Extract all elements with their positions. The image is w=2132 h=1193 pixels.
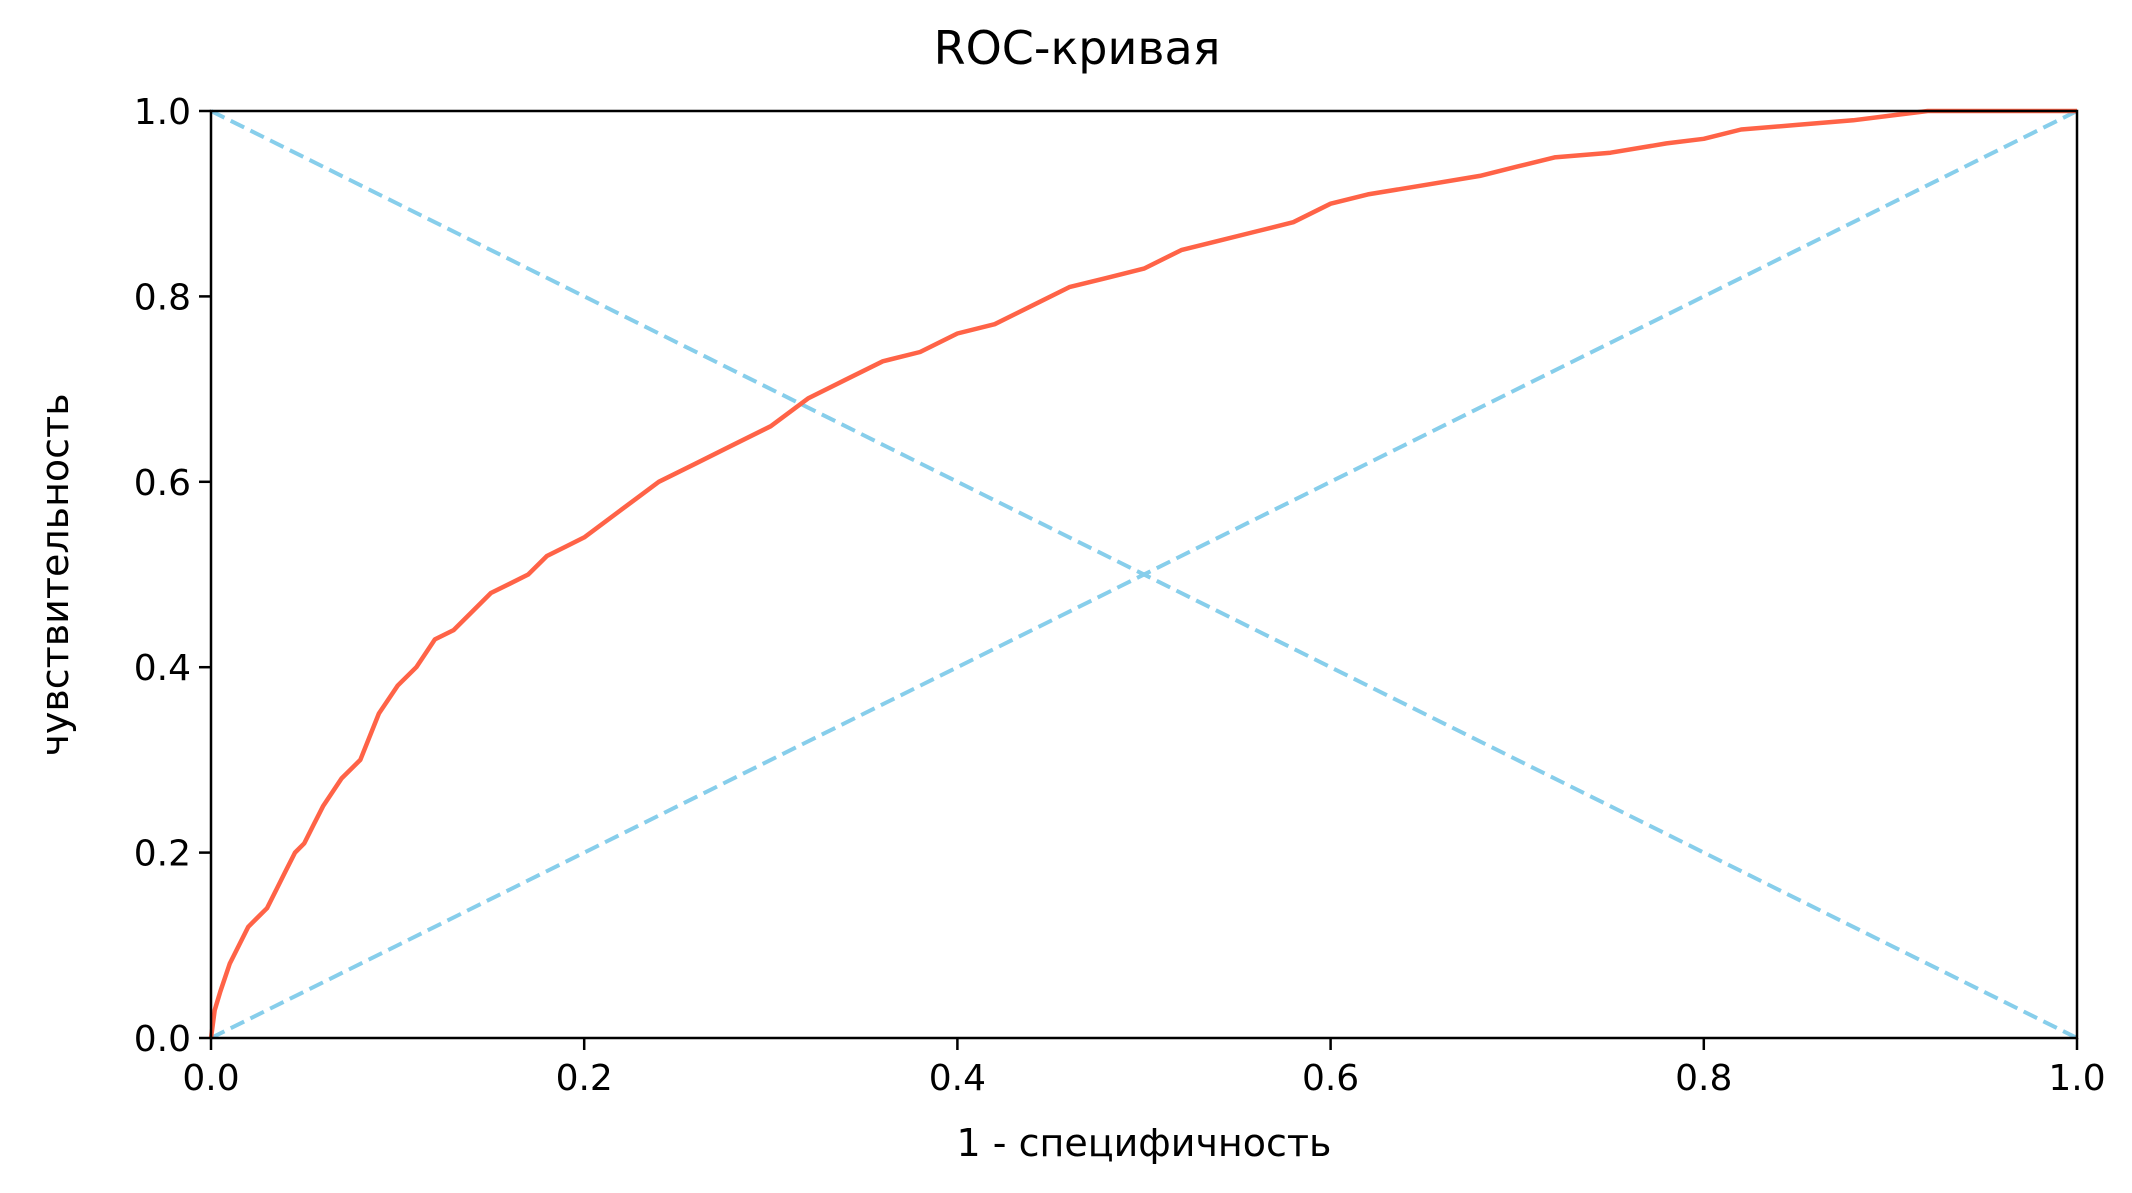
plot-area [208, 108, 2078, 1040]
roc-curve-line [208, 108, 2077, 1039]
y-tick-label: 0.4 [134, 648, 191, 689]
y-tick-label: 0.8 [134, 277, 191, 318]
x-tick-label: 1.0 [2048, 1058, 2105, 1099]
y-tick-label: 0.6 [134, 463, 191, 504]
y-tick-label: 0.2 [134, 834, 191, 875]
x-axis-ticks: 0.0 0.2 0.4 0.6 0.8 1.0 [182, 1038, 2106, 1099]
y-tick-label: 0.0 [134, 1019, 191, 1060]
x-tick-label: 0.0 [182, 1058, 239, 1099]
y-tick-label: 1.0 [134, 92, 191, 133]
axes-frame [209, 109, 2079, 1040]
x-tick-label: 0.2 [556, 1058, 613, 1099]
x-tick-label: 0.8 [1675, 1058, 1732, 1099]
chart-title: ROC-кривая [934, 21, 1221, 75]
diagonal-line-descending [210, 109, 2078, 1040]
x-tick-label: 0.6 [1302, 1058, 1359, 1099]
y-axis-label: чувствительность [33, 393, 77, 756]
x-axis-label: 1 - специфичность [957, 1121, 1332, 1165]
y-axis-ticks: 0.0 0.2 0.4 0.6 0.8 1.0 [134, 92, 211, 1060]
x-tick-label: 0.4 [929, 1058, 986, 1099]
